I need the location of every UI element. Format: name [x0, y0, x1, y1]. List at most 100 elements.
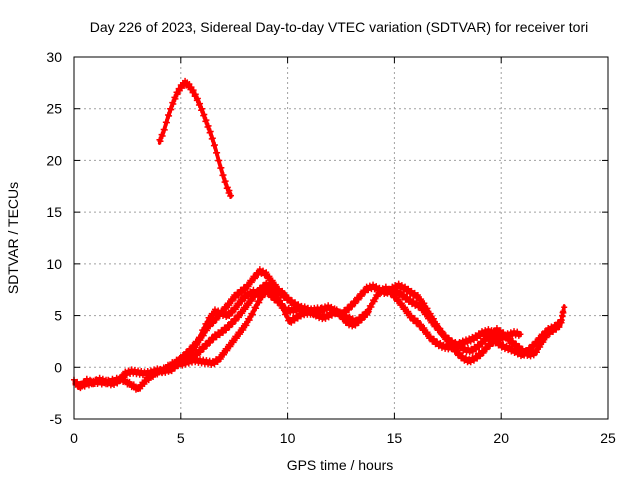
data-point-marker [417, 301, 424, 308]
data-point-marker [561, 304, 568, 311]
data-point-marker [470, 357, 477, 364]
data-point-marker [167, 105, 174, 112]
data-point-marker [480, 349, 487, 356]
data-point-marker [226, 187, 233, 194]
data-point-marker [516, 348, 523, 355]
data-point-marker [342, 309, 349, 316]
data-point-marker [292, 299, 299, 306]
data-point-marker [558, 317, 565, 324]
data-point-marker [232, 294, 239, 301]
data-point-marker [216, 311, 223, 318]
data-point-marker [474, 355, 481, 362]
data-point-marker [549, 326, 556, 333]
data-point-marker [233, 335, 240, 342]
data-point-marker [545, 325, 552, 332]
data-point-marker [316, 315, 323, 322]
data-point-marker [435, 343, 442, 350]
data-point-marker [411, 315, 418, 322]
data-point-marker [194, 341, 201, 348]
data-point-marker [344, 317, 351, 324]
data-point-marker [229, 321, 236, 328]
data-point-marker [83, 378, 90, 385]
data-point-marker [158, 369, 165, 376]
data-point-marker [181, 358, 188, 365]
data-point-marker [267, 283, 274, 290]
data-point-marker [459, 337, 466, 344]
data-point-marker [145, 377, 152, 384]
data-point-marker [506, 343, 513, 350]
data-point-marker [205, 122, 212, 129]
data-point-marker [174, 91, 181, 98]
axis-ticks: 0 5 10 15 20 25 -5 0 5 10 15 20 25 30 [46, 49, 616, 446]
data-point-marker [530, 352, 537, 359]
data-point-marker [459, 352, 466, 359]
data-point-marker [282, 291, 289, 298]
data-point-marker [117, 373, 124, 380]
data-point-marker [445, 334, 452, 341]
data-point-marker [208, 361, 215, 368]
data-point-marker [223, 327, 230, 334]
data-point-marker [253, 305, 260, 312]
data-point-marker [213, 316, 220, 323]
data-point-marker [438, 344, 445, 351]
data-point-marker [469, 348, 476, 355]
data-point-marker [462, 354, 469, 361]
grid-lines [74, 57, 608, 419]
data-point-marker [373, 283, 380, 290]
data-point-marker [298, 302, 305, 309]
data-point-marker [500, 341, 507, 348]
data-point-marker [270, 287, 277, 294]
data-point-marker [514, 351, 521, 358]
data-point-marker [404, 294, 411, 301]
data-point-marker [546, 328, 553, 335]
data-point-marker [88, 377, 95, 384]
data-point-marker [482, 327, 489, 334]
data-point-marker [486, 343, 493, 350]
data-point-marker [509, 345, 516, 352]
data-point-marker [246, 317, 253, 324]
data-point-marker [200, 346, 207, 353]
data-point-marker [455, 340, 462, 347]
data-point-marker [201, 111, 208, 118]
data-point-marker [508, 348, 515, 355]
data-point-marker [458, 342, 465, 349]
data-point-marker [197, 349, 204, 356]
data-point-marker [220, 171, 227, 178]
y-tick-label: 30 [46, 49, 62, 65]
data-point-marker [221, 309, 228, 316]
data-point-marker [245, 283, 252, 290]
data-point-marker [469, 354, 476, 361]
data-point-marker [548, 323, 555, 330]
data-point-marker [347, 318, 354, 325]
data-point-marker [283, 310, 290, 317]
data-point-marker [263, 269, 270, 276]
data-point-marker [392, 282, 399, 289]
data-point-marker [414, 317, 421, 324]
data-point-marker [442, 332, 449, 339]
data-point-marker [485, 326, 492, 333]
data-point-marker [113, 374, 120, 381]
data-point-marker [482, 338, 489, 345]
y-tick-label: 0 [54, 359, 62, 375]
data-point-marker [137, 385, 144, 392]
data-point-marker [513, 340, 520, 347]
data-point-marker [111, 379, 118, 386]
data-point-marker [218, 164, 225, 171]
data-point-marker [210, 336, 217, 343]
data-point-marker [77, 385, 84, 392]
data-point-marker [192, 91, 199, 98]
data-point-marker [407, 296, 414, 303]
data-point-marker [420, 305, 427, 312]
data-point-marker [203, 343, 210, 350]
series-arc-high [156, 77, 234, 200]
data-point-marker [313, 311, 320, 318]
data-point-marker [260, 267, 267, 274]
data-point-marker [276, 287, 283, 294]
data-point-marker [81, 383, 88, 390]
x-tick-label: 25 [600, 430, 616, 446]
data-point-marker [506, 335, 513, 342]
data-point-marker [141, 381, 148, 388]
series-arc-c [167, 279, 327, 375]
data-point-marker [540, 333, 547, 340]
